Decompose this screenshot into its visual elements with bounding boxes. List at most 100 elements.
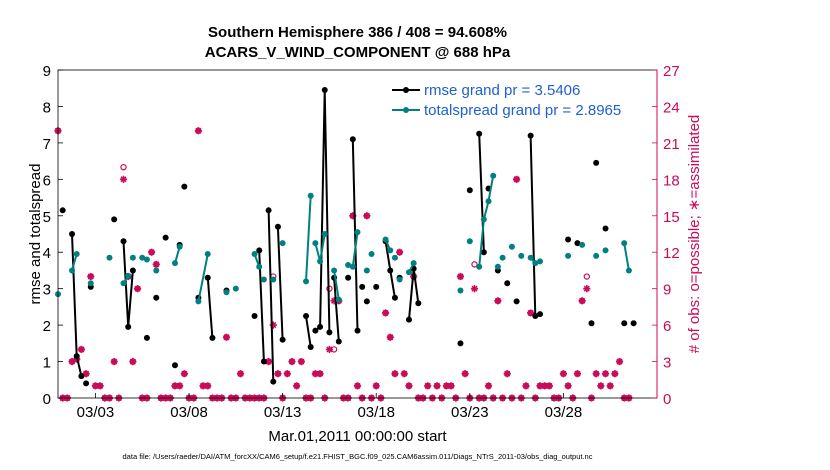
rmse-point — [588, 320, 595, 327]
rmse-point — [73, 353, 80, 360]
rmse-point — [303, 313, 310, 319]
totalspread-point — [223, 289, 230, 296]
totalspread-point — [256, 263, 263, 270]
totalspread-point — [317, 258, 324, 265]
totalspread-point — [153, 267, 160, 274]
rmse-point — [630, 320, 637, 327]
totalspread-point — [251, 251, 258, 258]
rmse-point — [345, 274, 352, 281]
obs-assimilated-marker — [91, 382, 100, 390]
totalspread-point — [125, 272, 132, 279]
totalspread-point — [485, 198, 492, 205]
totalspread-point — [480, 216, 487, 223]
rmse-line — [305, 315, 312, 348]
obs-assimilated-marker — [442, 382, 451, 390]
rmse-point — [171, 362, 178, 369]
y2-tick-label: 12 — [663, 245, 680, 262]
rmse-point — [405, 316, 412, 323]
rmse-point — [153, 294, 160, 301]
totalspread-point — [69, 267, 76, 274]
totalspread-point — [176, 243, 183, 250]
totalspread-point — [195, 298, 202, 305]
totalspread-point — [466, 238, 473, 245]
obs-assimilated-marker — [110, 357, 118, 366]
rmse-point — [476, 130, 483, 137]
y2-tick-label: 15 — [663, 209, 680, 226]
totalspread-point — [312, 240, 319, 247]
totalspread-line — [333, 270, 340, 300]
totalspread-point — [204, 251, 211, 258]
rmse-point — [532, 313, 539, 319]
rmse-point — [204, 274, 211, 281]
y-tick-label: 4 — [43, 245, 51, 262]
obs-assimilated-marker — [152, 260, 160, 268]
series-layer — [55, 87, 637, 387]
totalspread-point — [321, 231, 328, 237]
rmse-point — [307, 343, 314, 350]
obs-assimilated-marker — [601, 370, 610, 378]
totalspread-point — [139, 254, 146, 261]
totalspread-point — [382, 236, 389, 243]
totalspread-point — [270, 276, 277, 283]
obs-assimilated-marker — [470, 285, 479, 293]
obs-assimilated-marker — [372, 382, 380, 390]
obs-assimilated-marker — [129, 357, 137, 366]
obs-assimilated-marker — [611, 370, 619, 378]
totalspread-line — [478, 175, 495, 267]
y-axis-label: rmse and totalspread — [27, 164, 44, 305]
rmse-line — [276, 226, 284, 340]
obs-assimilated-marker — [363, 212, 371, 220]
totalspread-point — [331, 267, 338, 274]
totalspread-point — [391, 254, 398, 261]
rmse-point — [321, 87, 328, 94]
totalspread-point — [494, 263, 501, 270]
rmse-point — [504, 280, 511, 287]
rmse-point — [317, 323, 324, 330]
totalspread-point — [457, 287, 464, 294]
obs-assimilated-marker — [456, 272, 465, 281]
y-tick-label: 6 — [43, 172, 51, 189]
y2-tick-label: 0 — [663, 391, 671, 408]
obs-assimilated-marker — [194, 127, 202, 135]
y2-tick-label: 18 — [663, 172, 680, 189]
obs-assimilated-marker — [424, 382, 432, 390]
y-tick-label: 8 — [43, 99, 51, 116]
totalspread-point — [490, 172, 497, 179]
totalspread-line — [623, 242, 630, 271]
obs-assimilated-marker — [325, 345, 334, 354]
totalspread-point — [499, 254, 506, 261]
obs-assimilated-marker — [176, 382, 184, 390]
rmse-point — [621, 320, 628, 327]
totalspread-point — [120, 280, 127, 287]
totalspread-point — [405, 269, 412, 276]
rmse-point — [527, 132, 534, 139]
y-tick-label: 2 — [43, 318, 51, 335]
rmse-point — [326, 329, 333, 336]
rmse-point — [387, 267, 394, 274]
obs-assimilated-marker — [288, 357, 296, 366]
x-tick-label: 03/13 — [264, 404, 302, 421]
rmse-point — [354, 327, 361, 334]
totalspread-point — [565, 252, 572, 259]
y2-tick-label: 6 — [663, 318, 671, 335]
totalspread-point — [537, 258, 544, 265]
obs-assimilated-marker — [503, 370, 511, 378]
obs-assimilated-marker — [77, 345, 85, 354]
obs-assimilated-marker — [87, 272, 95, 281]
rmse-point — [335, 338, 342, 345]
obs-assimilated-marker — [283, 370, 291, 378]
obs-assimilated-marker — [597, 382, 605, 390]
y-tick-label: 0 — [43, 391, 51, 408]
totalspread-point — [532, 260, 539, 267]
obs-assimilated-marker — [578, 297, 586, 305]
rmse-point — [181, 183, 188, 190]
obs-assimilated-marker — [180, 370, 188, 378]
obs-assimilated-marker — [606, 382, 614, 390]
obs-assimilated-marker — [484, 382, 493, 390]
totalspread-line — [305, 195, 312, 282]
legend-entry-rmse: rmse grand pr = 3.5406 — [392, 82, 580, 99]
x-tick-label: 03/18 — [357, 404, 395, 421]
rmse-point — [265, 207, 272, 214]
legend-marker — [403, 107, 409, 113]
rmse-point — [260, 358, 267, 365]
